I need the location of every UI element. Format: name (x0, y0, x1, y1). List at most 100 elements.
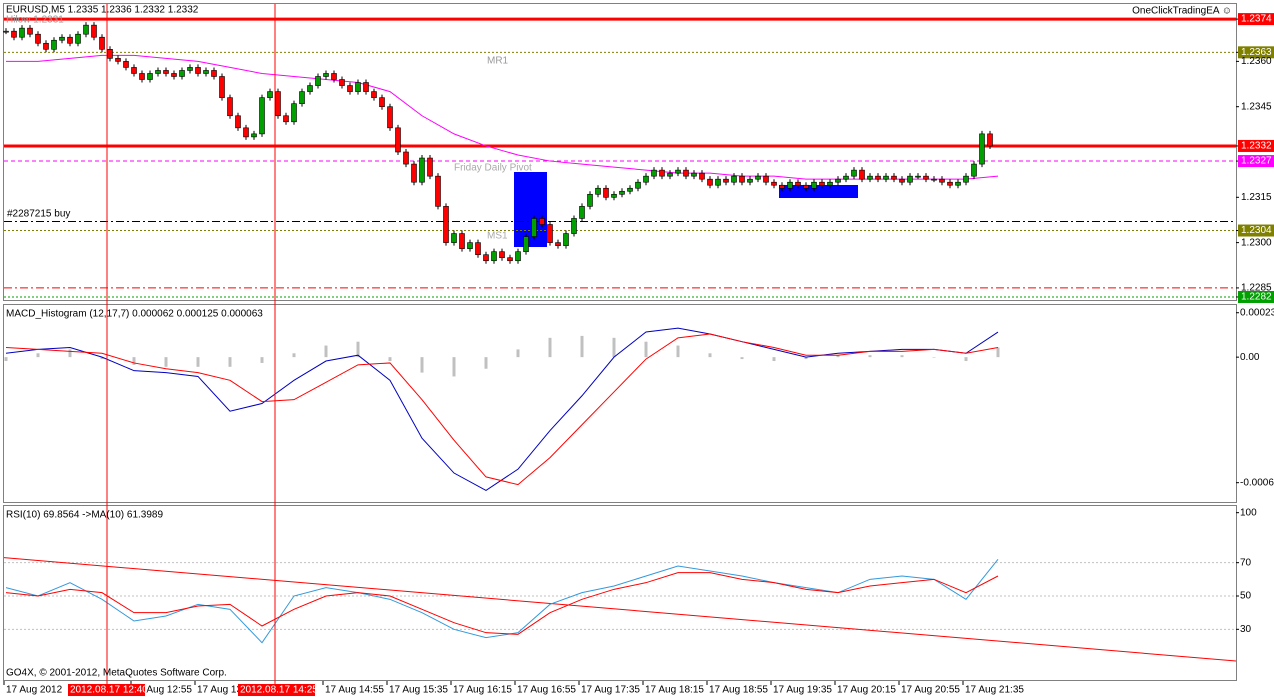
candle-body (467, 242, 473, 249)
candle-body (75, 33, 81, 44)
price-label: 1.2332 (1241, 141, 1272, 152)
time-label: 17 Aug 18:15 (645, 685, 704, 696)
candle-body (347, 85, 353, 92)
candle-body (411, 163, 417, 183)
candle-body (315, 76, 321, 86)
candle-body (379, 97, 385, 107)
candle-body (435, 175, 441, 207)
candle-body (579, 206, 585, 219)
macd-histogram-bar (420, 357, 424, 373)
candle-body (475, 242, 481, 255)
candle-body (27, 27, 33, 35)
candle-body (587, 193, 593, 207)
price-label: 1.2374 (1241, 14, 1272, 25)
time-label: 17 Aug 18:55 (709, 685, 768, 696)
candle-body (323, 73, 329, 77)
candle-body (259, 97, 265, 135)
candle-body (107, 49, 113, 59)
candle-body (651, 169, 657, 177)
price-panel (3, 3, 1237, 301)
candle-body (267, 91, 273, 98)
price-label-box (1238, 139, 1274, 152)
macd-histogram-bar (356, 341, 360, 358)
candle-body (35, 33, 41, 44)
candle-body (523, 236, 529, 252)
candle-body (603, 187, 609, 198)
candle-body (643, 175, 649, 183)
candle-body (275, 91, 281, 117)
macd-histogram-bar (644, 341, 648, 358)
candle-body (427, 157, 433, 177)
candle-body (779, 184, 785, 189)
time-label: 17 Aug 19:35 (773, 685, 832, 696)
price-label-box (1238, 224, 1274, 237)
time-label: 17 Aug 16:15 (453, 685, 512, 696)
candle-body (491, 251, 497, 262)
cursor-time-label: 2012.08.17 14:25 (240, 685, 318, 696)
annotation: MR1 (487, 56, 509, 67)
macd-histogram-bar (164, 357, 168, 367)
macd-histogram-bar (388, 357, 392, 362)
candle-body (139, 73, 145, 80)
candle-body (515, 251, 521, 262)
candle-body (371, 91, 377, 98)
candle-body (955, 181, 961, 186)
candle-body (83, 24, 89, 35)
candle-body (611, 193, 617, 198)
macd-histogram-bar (708, 353, 712, 358)
macd-histogram-bar (132, 357, 136, 365)
price-label: 1.2360 (1241, 56, 1272, 67)
annotation: Friday Daily Pivot (454, 163, 532, 174)
candle-body (931, 178, 937, 181)
candle-body (723, 178, 729, 183)
candle-body (715, 178, 721, 186)
price-label: 1.2363 (1241, 47, 1272, 58)
macd-line (5, 327, 999, 491)
candle-body (683, 169, 689, 177)
candle-body (939, 178, 945, 183)
candle-body (707, 178, 713, 186)
macd-histogram-bar (804, 357, 808, 360)
macd-histogram-bar (996, 347, 1000, 358)
zone-rectangle (779, 185, 858, 198)
candle-body (563, 233, 569, 246)
macd-line (5, 333, 999, 486)
candle-body (451, 233, 457, 243)
macd-histogram-bar (292, 353, 296, 358)
candle-body (3, 30, 9, 33)
macd-histogram-bar (740, 357, 744, 360)
candle-body (443, 206, 449, 243)
rsi-label: 100 (1240, 507, 1257, 518)
macd-label: 0.00023 (1240, 307, 1274, 318)
candle-body (43, 42, 49, 50)
macd-histogram-bar (580, 335, 584, 358)
moving-average (6, 54, 999, 180)
candle-body (667, 172, 673, 177)
candle-body (987, 133, 993, 147)
candle-body (339, 79, 345, 86)
price-label-box (1238, 290, 1274, 303)
candle-body (555, 242, 561, 246)
candle-body (211, 70, 217, 77)
macd-histogram-bar (484, 357, 488, 369)
candle-body (51, 39, 57, 50)
macd-histogram-bar (68, 349, 72, 358)
rsi-panel (3, 505, 1237, 681)
candle-body (363, 82, 369, 92)
candle-body (915, 175, 921, 178)
candle-body (195, 67, 201, 74)
candle-body (859, 169, 865, 180)
price-label: 1.2327 (1241, 156, 1272, 167)
candle-body (899, 178, 905, 183)
macd-histogram-bar (932, 357, 936, 358)
rsi-line (5, 572, 999, 635)
candle-body (531, 218, 537, 237)
candle-body (11, 30, 17, 38)
candle-body (827, 181, 833, 186)
price-label: 1.2345 (1241, 101, 1272, 112)
macd-histogram-bar (676, 345, 680, 358)
candle-body (547, 224, 553, 243)
candle-body (19, 27, 25, 38)
cursor-time-label: 2012.08.17 12:40 (70, 685, 148, 696)
